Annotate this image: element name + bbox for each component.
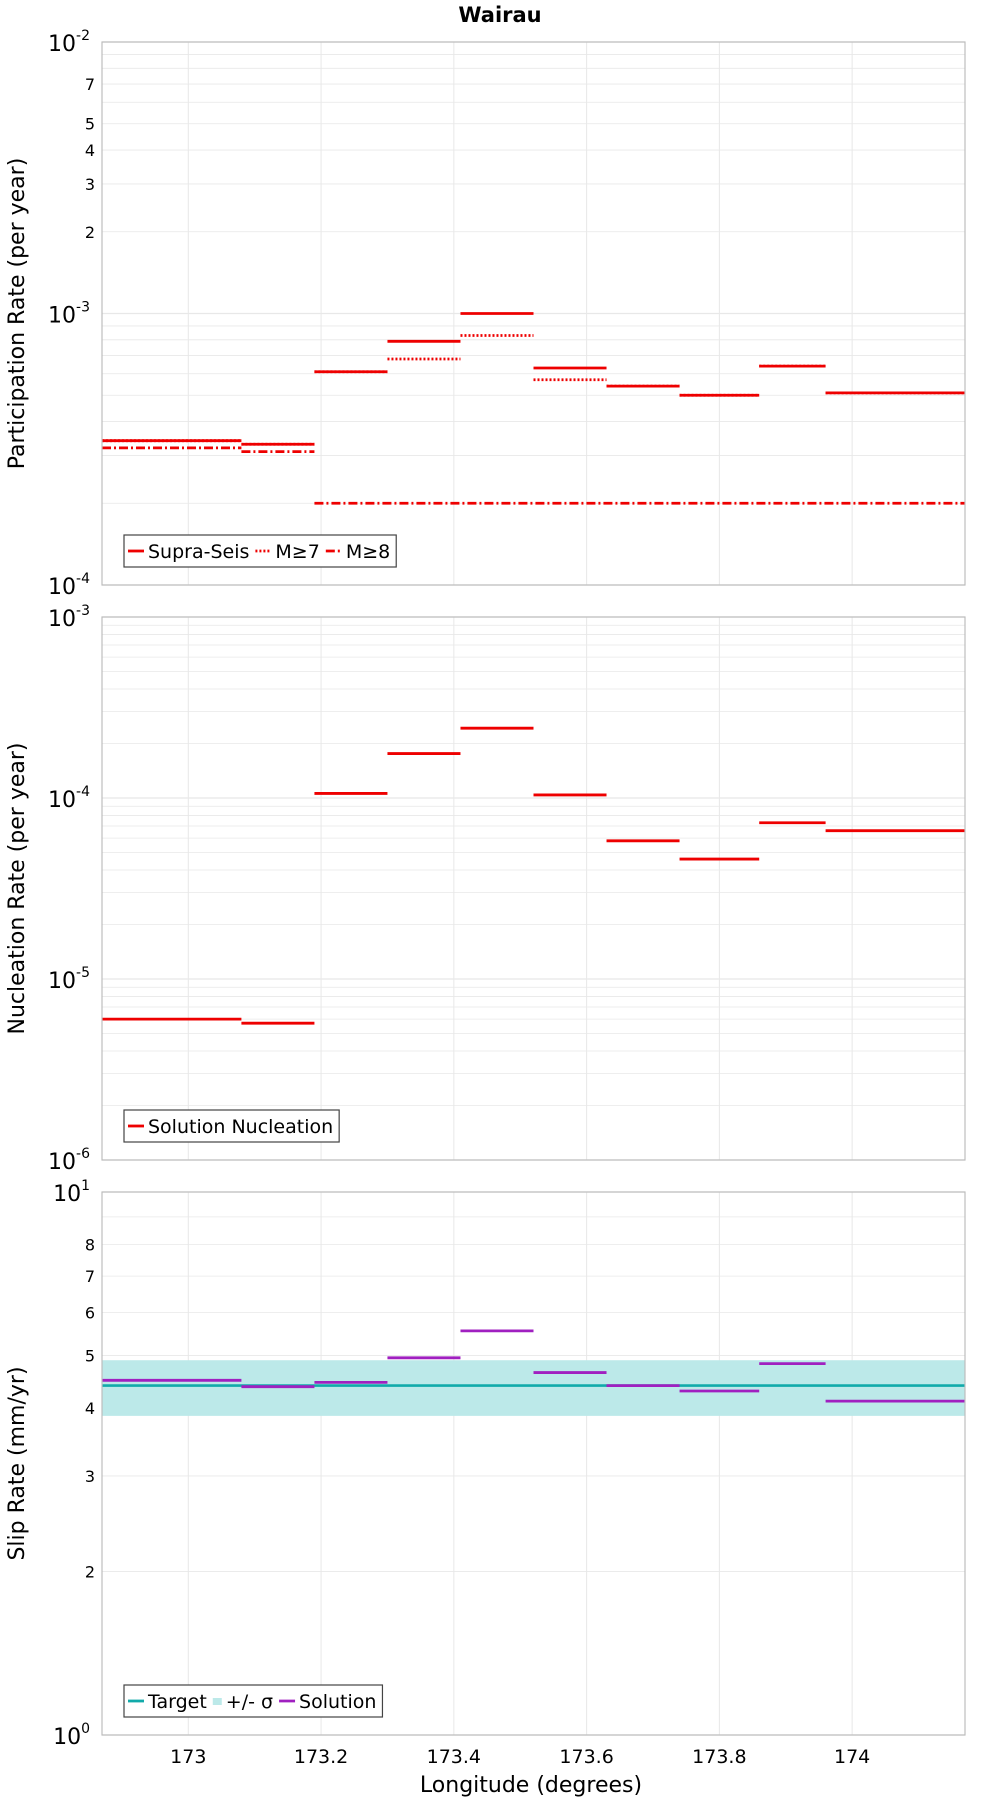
x-tick-label: 174 bbox=[834, 1746, 870, 1768]
plot-frame bbox=[101, 1191, 966, 1736]
y-tick-base: 10 bbox=[48, 32, 76, 57]
legend-entry-label: M≥7 bbox=[275, 541, 319, 563]
y-tick-label-minor: 3 bbox=[85, 175, 95, 194]
plot-frame bbox=[101, 41, 966, 586]
y-tick-label-minor: 2 bbox=[85, 223, 95, 242]
y-tick-label-minor: 5 bbox=[85, 115, 95, 134]
y-tick-label-minor: 7 bbox=[85, 75, 95, 94]
y-tick-label-major: 10-3 bbox=[48, 300, 90, 329]
y-tick-exponent: 0 bbox=[81, 1721, 90, 1737]
x-axis-label: Longitude (degrees) bbox=[420, 1773, 642, 1798]
y-tick-label-minor: 6 bbox=[85, 1303, 95, 1322]
y-tick-exponent: -2 bbox=[76, 28, 90, 44]
y-tick-label-minor: 7 bbox=[85, 1267, 95, 1286]
y-tick-exponent: -3 bbox=[76, 603, 90, 619]
y-tick-label-minor: 3 bbox=[85, 1467, 95, 1486]
legend-entry-label: +/- σ bbox=[226, 1691, 273, 1713]
legend: Solution Nucleation bbox=[123, 1109, 340, 1143]
y-tick-exponent: -5 bbox=[76, 965, 90, 981]
y-tick-label-minor: 4 bbox=[85, 1399, 95, 1418]
y-tick-label-major: 10-4 bbox=[48, 571, 90, 600]
y-tick-label-major: 100 bbox=[53, 1721, 90, 1750]
y-tick-base: 10 bbox=[48, 575, 76, 600]
y-tick-base: 10 bbox=[48, 304, 76, 329]
y-tick-exponent: -6 bbox=[76, 1146, 90, 1162]
y-tick-label-major: 10-4 bbox=[48, 784, 90, 813]
x-tick-label: 173.4 bbox=[427, 1746, 481, 1768]
y-tick-label-minor: 2 bbox=[85, 1563, 95, 1582]
sigma-band bbox=[102, 1360, 965, 1416]
y-tick-label-minor: 8 bbox=[85, 1236, 95, 1255]
y-tick-label-major: 101 bbox=[53, 1178, 90, 1207]
legend: Supra-Seis M≥7 M≥8 bbox=[123, 534, 397, 568]
y-tick-exponent: 1 bbox=[81, 1178, 90, 1194]
legend-swatch-band bbox=[212, 1698, 222, 1705]
y-tick-exponent: -4 bbox=[76, 784, 90, 800]
legend-entry-label: Supra-Seis bbox=[148, 541, 249, 563]
y-tick-exponent: -3 bbox=[76, 300, 90, 316]
y-tick-label-minor: 5 bbox=[85, 1346, 95, 1365]
y-axis-label: Participation Rate (per year) bbox=[5, 158, 30, 470]
legend-entry-label: Solution bbox=[299, 1691, 376, 1713]
legend-entry-label: Solution Nucleation bbox=[148, 1116, 333, 1138]
legend-entry-label: Target bbox=[147, 1691, 207, 1713]
y-tick-label-major: 10-5 bbox=[48, 965, 90, 994]
y-tick-label-major: 10-2 bbox=[48, 28, 90, 57]
x-tick-label: 173.8 bbox=[692, 1746, 746, 1768]
y-tick-base: 10 bbox=[48, 1150, 76, 1175]
legend: Target +/- σ Solution bbox=[123, 1684, 384, 1718]
y-axis-label: Slip Rate (mm/yr) bbox=[5, 1366, 30, 1560]
y-tick-exponent: -4 bbox=[76, 571, 90, 587]
legend-entry-label: M≥8 bbox=[346, 541, 390, 563]
figure-title: Wairau bbox=[458, 3, 541, 27]
legend-frame bbox=[123, 1109, 340, 1143]
plot-frame bbox=[101, 616, 966, 1161]
x-tick-label: 173.2 bbox=[294, 1746, 348, 1768]
y-tick-base: 10 bbox=[48, 788, 76, 813]
y-tick-base: 10 bbox=[53, 1182, 81, 1207]
y-tick-base: 10 bbox=[53, 1725, 81, 1750]
y-tick-label-minor: 4 bbox=[85, 141, 95, 160]
y-tick-base: 10 bbox=[48, 607, 76, 632]
y-axis-label: Nucleation Rate (per year) bbox=[5, 743, 30, 1035]
y-tick-base: 10 bbox=[48, 969, 76, 994]
y-tick-label-major: 10-6 bbox=[48, 1146, 90, 1175]
x-tick-label: 173 bbox=[170, 1746, 206, 1768]
legend-frame bbox=[123, 1684, 384, 1718]
x-tick-label: 173.6 bbox=[559, 1746, 613, 1768]
y-tick-label-major: 10-3 bbox=[48, 603, 90, 632]
